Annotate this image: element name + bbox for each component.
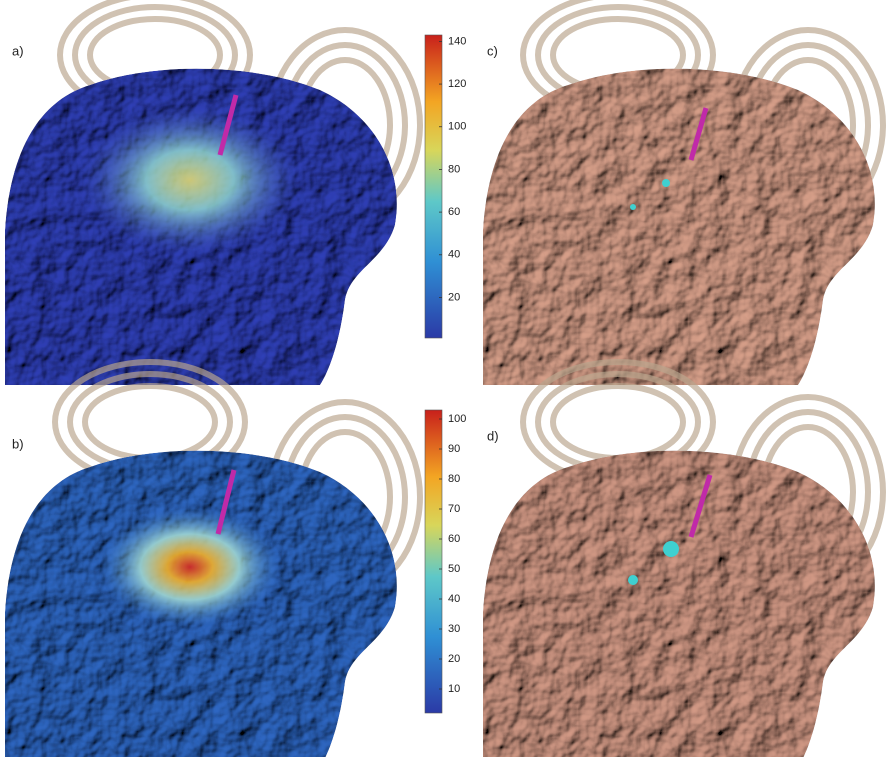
colorbar-tick-label: 90 bbox=[448, 443, 460, 455]
colorbar-tick-label: 10 bbox=[448, 683, 460, 695]
colorbar-2 bbox=[424, 409, 443, 714]
panel-label: b) bbox=[12, 436, 24, 451]
panel-label: a) bbox=[12, 43, 24, 58]
panel-a bbox=[5, 0, 423, 386]
colorbar-tick-label: 80 bbox=[448, 473, 460, 485]
panel-label: d) bbox=[487, 428, 499, 443]
colorbar-tick-label: 100 bbox=[448, 413, 466, 425]
colorbar-tick-label: 50 bbox=[448, 563, 460, 575]
colorbar-tick-label: 30 bbox=[448, 623, 460, 635]
colorbar-tick-label: 140 bbox=[448, 35, 466, 47]
colorbar-tick-label: 80 bbox=[448, 163, 460, 175]
colorbar-gradient bbox=[424, 409, 443, 714]
colorbar-tick-label: 60 bbox=[448, 533, 460, 545]
colorbar-tick-label: 100 bbox=[448, 121, 466, 133]
panel-b bbox=[5, 359, 423, 757]
colorbar-1 bbox=[424, 34, 443, 339]
panel-label: c) bbox=[487, 43, 498, 58]
colorbar-gradient bbox=[424, 34, 443, 339]
panel-d bbox=[483, 359, 886, 757]
colorbar-tick-label: 70 bbox=[448, 503, 460, 515]
panel-c bbox=[483, 0, 886, 386]
colorbar-tick-label: 60 bbox=[448, 206, 460, 218]
colorbar-tick-label: 20 bbox=[448, 291, 460, 303]
colorbar-tick-label: 40 bbox=[448, 249, 460, 261]
colorbar-tick-label: 20 bbox=[448, 653, 460, 665]
colorbar-tick-label: 120 bbox=[448, 78, 466, 90]
colorbar-tick-label: 40 bbox=[448, 593, 460, 605]
